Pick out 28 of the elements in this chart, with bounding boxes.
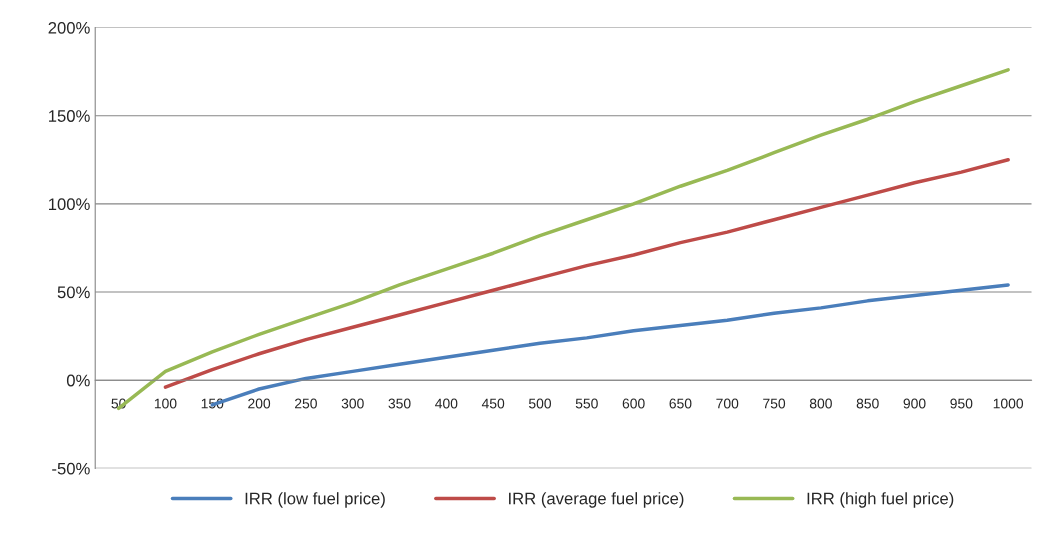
x-tick-label: 500 — [528, 398, 552, 409]
y-tick-label: 150% — [49, 110, 90, 122]
x-tick-label: 800 — [809, 398, 832, 409]
x-tick-label: 450 — [481, 398, 505, 409]
x-tick-label: 700 — [716, 398, 739, 409]
y-tick-label: 0% — [66, 374, 90, 387]
x-tick-label: 550 — [575, 398, 598, 409]
x-tick-label: 100 — [154, 398, 177, 409]
line-series — [163, 158, 1010, 389]
y-tick-label: 200% — [48, 21, 90, 34]
x-tick-label: 1000 — [993, 398, 1024, 409]
y-tick-label: 50% — [57, 286, 90, 299]
legend-label: IRR (average fuel price) — [509, 492, 684, 508]
y-tick-label: 100% — [49, 198, 90, 211]
x-tick-label: 600 — [622, 398, 645, 409]
legend-label: IRR (low fuel price) — [245, 492, 385, 508]
x-tick-label: 250 — [295, 398, 317, 409]
x-tick-label: 850 — [856, 398, 879, 409]
x-tick-label: 950 — [950, 398, 973, 409]
x-tick-label: 900 — [903, 398, 926, 409]
x-tick-label: 650 — [669, 398, 692, 409]
x-tick-label: 400 — [435, 398, 458, 409]
x-tick-label: 300 — [341, 398, 364, 409]
legend-label: IRR (high fuel price) — [807, 492, 954, 508]
x-tick-label: 200 — [248, 398, 271, 409]
x-tick-label: 750 — [763, 398, 786, 409]
x-tick-label: 350 — [388, 398, 411, 409]
y-tick-label: -50% — [52, 462, 90, 475]
